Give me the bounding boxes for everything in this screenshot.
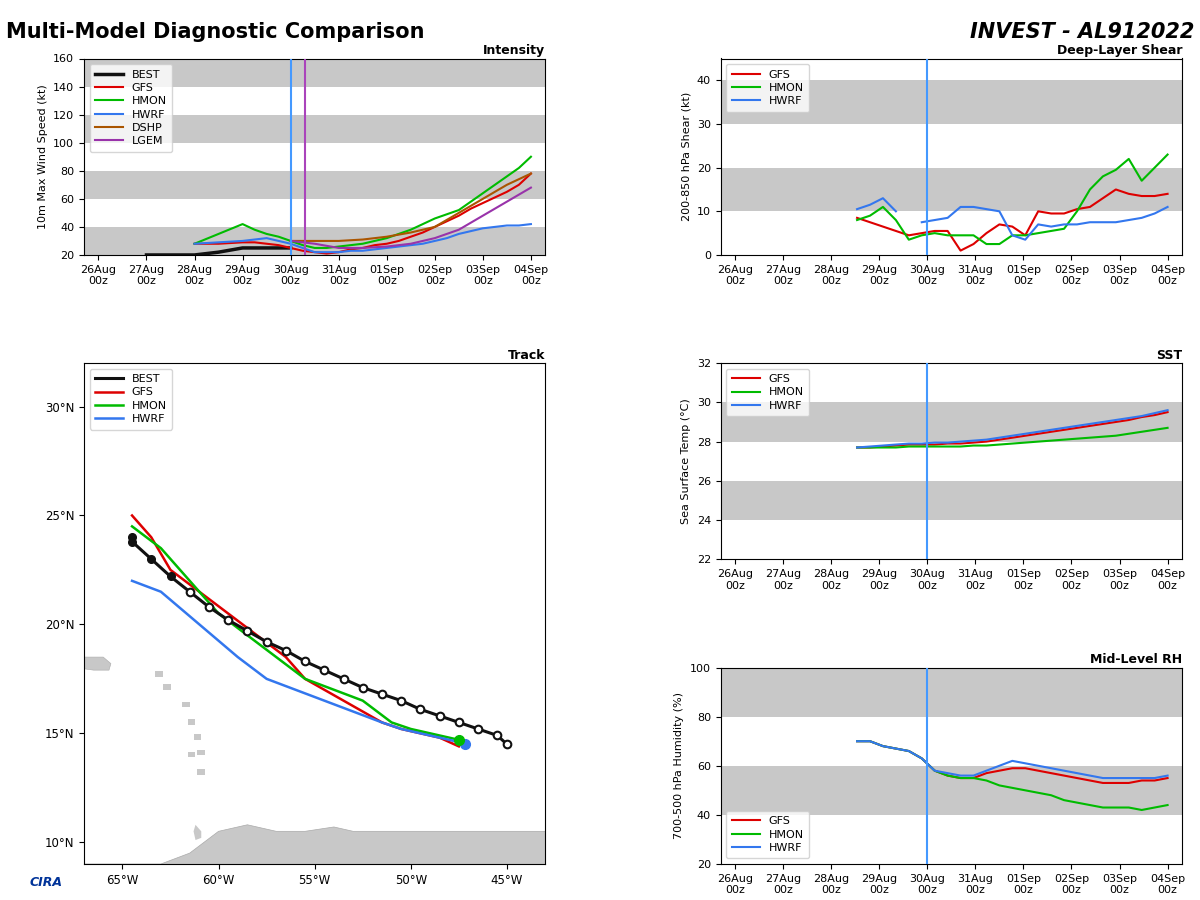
Text: SST: SST <box>1156 349 1182 362</box>
Polygon shape <box>198 770 205 775</box>
Bar <box>721 80 1182 124</box>
Text: Mid-Level RH: Mid-Level RH <box>1090 653 1182 666</box>
Polygon shape <box>163 684 170 689</box>
Bar <box>721 167 1182 212</box>
Polygon shape <box>193 824 202 840</box>
Legend: GFS, HMON, HWRF: GFS, HMON, HWRF <box>726 811 809 859</box>
Text: Multi-Model Diagnostic Comparison: Multi-Model Diagnostic Comparison <box>6 22 425 42</box>
Polygon shape <box>198 750 205 755</box>
Bar <box>84 114 545 143</box>
Legend: GFS, HMON, HWRF: GFS, HMON, HWRF <box>726 369 809 417</box>
Bar <box>721 402 1182 442</box>
Legend: GFS, HMON, HWRF: GFS, HMON, HWRF <box>726 64 809 112</box>
Y-axis label: Sea Surface Temp (°C): Sea Surface Temp (°C) <box>682 399 691 524</box>
Polygon shape <box>193 734 202 740</box>
Polygon shape <box>182 702 190 707</box>
Bar <box>84 58 545 86</box>
Bar <box>721 668 1182 716</box>
Text: Intensity: Intensity <box>484 44 545 58</box>
Text: CIRA: CIRA <box>30 877 64 889</box>
Polygon shape <box>84 824 545 864</box>
Y-axis label: 700-500 hPa Humidity (%): 700-500 hPa Humidity (%) <box>674 692 684 840</box>
Legend: BEST, GFS, HMON, HWRF: BEST, GFS, HMON, HWRF <box>90 369 173 429</box>
Polygon shape <box>78 657 110 670</box>
Bar <box>84 227 545 255</box>
Bar <box>84 171 545 199</box>
Polygon shape <box>188 752 196 757</box>
Polygon shape <box>155 671 163 677</box>
Text: Deep-Layer Shear: Deep-Layer Shear <box>1056 44 1182 58</box>
Y-axis label: 10m Max Wind Speed (kt): 10m Max Wind Speed (kt) <box>37 85 48 230</box>
Text: Track: Track <box>508 349 545 362</box>
Polygon shape <box>188 719 196 724</box>
Bar <box>721 766 1182 814</box>
Text: INVEST - AL912022: INVEST - AL912022 <box>970 22 1194 42</box>
Y-axis label: 200-850 hPa Shear (kt): 200-850 hPa Shear (kt) <box>682 92 691 221</box>
Legend: BEST, GFS, HMON, HWRF, DSHP, LGEM: BEST, GFS, HMON, HWRF, DSHP, LGEM <box>90 64 173 152</box>
Bar <box>721 481 1182 520</box>
